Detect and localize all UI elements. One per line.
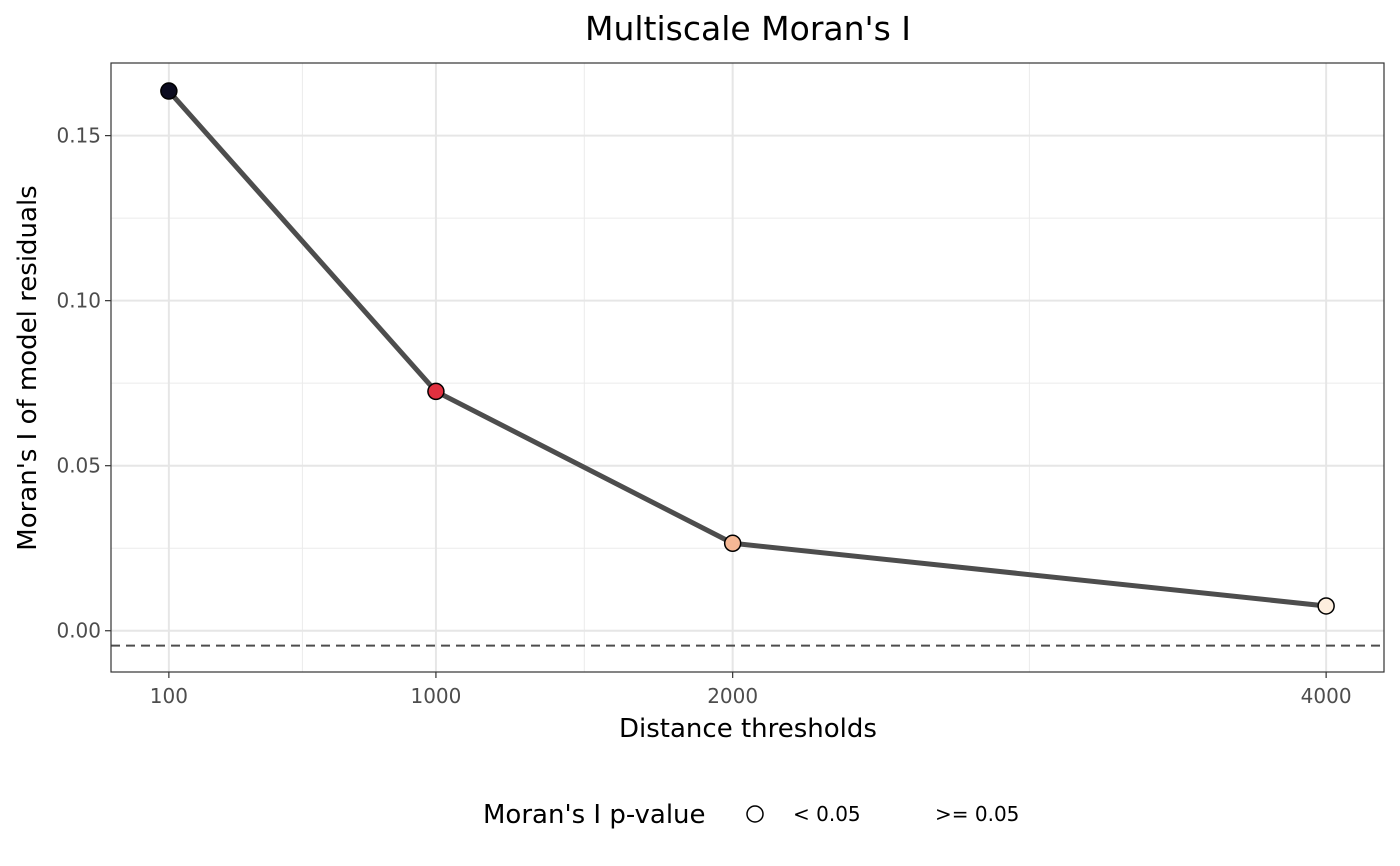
data-point-4000 xyxy=(1317,597,1335,615)
y-axis-ticks: 0.00 0.05 0.10 0.15 xyxy=(56,124,111,643)
x-axis-ticks: 100 1000 2000 4000 xyxy=(150,672,1352,708)
data-point-2000 xyxy=(723,534,742,553)
y-tick-label: 0.10 xyxy=(56,289,101,313)
x-tick-label: 100 xyxy=(150,684,188,708)
grid xyxy=(111,63,1384,672)
legend-key-open-circle xyxy=(746,805,764,823)
y-tick-label: 0.05 xyxy=(56,454,101,478)
data-points xyxy=(160,82,1335,615)
legend-title: Moran's I p-value xyxy=(483,800,706,830)
data-point-100 xyxy=(160,82,178,100)
legend-label-not-significant: >= 0.05 xyxy=(935,802,1019,826)
series-line xyxy=(166,88,1329,609)
legend-label-significant: < 0.05 xyxy=(793,802,861,826)
data-point-1000 xyxy=(427,382,445,401)
y-axis-title: Moran's I of model residuals xyxy=(13,185,43,550)
series-line-group xyxy=(166,88,1329,609)
chart-title: Multiscale Moran's I xyxy=(585,9,911,48)
x-axis-title: Distance thresholds xyxy=(619,714,877,744)
y-tick-label: 0.00 xyxy=(56,619,101,643)
y-tick-label: 0.15 xyxy=(56,124,101,148)
legend: Moran's I p-value < 0.05 >= 0.05 xyxy=(483,800,1019,830)
plot-panel-border xyxy=(110,62,1385,673)
x-tick-label: 1000 xyxy=(410,684,461,708)
x-tick-label: 4000 xyxy=(1301,684,1352,708)
x-tick-label: 2000 xyxy=(707,684,758,708)
